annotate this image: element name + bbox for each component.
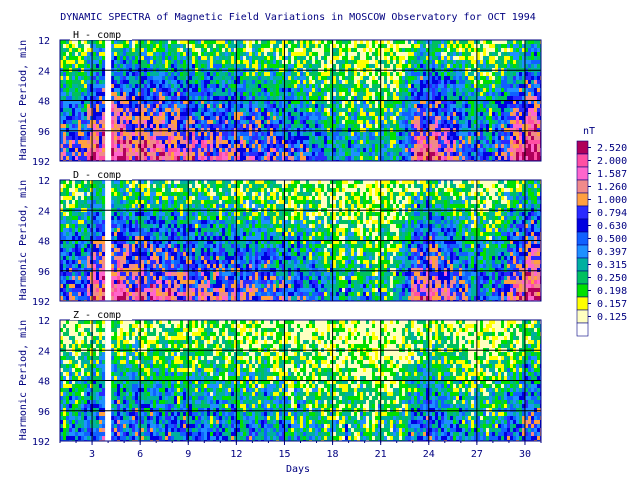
- y-axis-label-panel-h: Harmonic Period, min: [18, 40, 29, 160]
- y-tick-label: 48: [38, 97, 50, 108]
- colorbar-swatch: [576, 257, 589, 272]
- y-tick-label: 96: [38, 407, 50, 418]
- colorbar-label: 1.000: [597, 195, 627, 206]
- colorbar-swatch: [576, 205, 589, 220]
- panel-frame: [59, 39, 542, 162]
- chart-title: DYNAMIC SPECTRA of Magnetic Field Variat…: [60, 12, 536, 23]
- panel-frame: [59, 179, 542, 302]
- x-tick-label: 9: [185, 449, 191, 460]
- panel-label-bg: [70, 29, 132, 40]
- colorbar-label: 2.000: [597, 156, 627, 167]
- panel-label: D - comp: [73, 170, 121, 181]
- spectrum-cells: [60, 180, 541, 301]
- colorbar: nT 2.520 2.000 1.587 1.260 1.000 0.794 0.630 0.…: [576, 126, 627, 337]
- x-tick-label: 3: [89, 449, 95, 460]
- x-axis-label: Days: [286, 464, 310, 475]
- colorbar-label: 0.315: [597, 260, 627, 271]
- colorbar-swatch: [576, 231, 589, 246]
- x-tick-label: 27: [471, 449, 483, 460]
- colorbar-label: 0.794: [597, 208, 627, 219]
- y-axis-label-panel-d: Harmonic Period, min: [18, 180, 29, 300]
- y-tick-label: 96: [38, 127, 50, 138]
- y-axis-label-panel-z: Harmonic Period, min: [18, 320, 29, 440]
- x-axis: 3 6 9 12 15 18 21 24 27 30: [59, 441, 542, 460]
- x-tick-label: 21: [375, 449, 387, 460]
- x-tick-label: 12: [230, 449, 242, 460]
- colorbar-unit: nT: [583, 126, 595, 137]
- y-tick-label: 192: [32, 297, 50, 308]
- spectrum-cells: [60, 40, 541, 161]
- panel-z: 12 24 48 96 192 Z - comp: [32, 309, 542, 448]
- panel-h: 12 24 48 96 192 H - comp: [32, 29, 542, 168]
- panel-label: Z - comp: [73, 310, 121, 321]
- colorbar-swatch: [576, 270, 589, 285]
- y-tick-label: 48: [38, 237, 50, 248]
- y-tick-label: 12: [38, 36, 50, 47]
- y-tick-label: 12: [38, 176, 50, 187]
- colorbar-swatch: [576, 309, 589, 324]
- y-tick-label: 24: [38, 346, 50, 357]
- x-tick-label: 18: [327, 449, 339, 460]
- colorbar-label: 0.157: [597, 299, 627, 310]
- y-tick-label: 24: [38, 66, 50, 77]
- colorbar-swatch: [576, 153, 589, 168]
- colorbar-label: 0.630: [597, 221, 627, 232]
- y-tick-label: 192: [32, 437, 50, 448]
- panel-label: H - comp: [73, 30, 121, 41]
- x-tick-label: 6: [137, 449, 143, 460]
- y-tick-label: 192: [32, 157, 50, 168]
- colorbar-swatch: [576, 166, 589, 181]
- colorbar-label: 0.125: [597, 312, 627, 323]
- colorbar-label: 1.587: [597, 169, 627, 180]
- colorbar-label: 0.397: [597, 247, 627, 258]
- y-tick-label: 12: [38, 316, 50, 327]
- colorbar-swatch: [576, 140, 589, 155]
- colorbar-label: 0.500: [597, 234, 627, 245]
- y-tick-label: 96: [38, 267, 50, 278]
- spectrum-cells: [60, 320, 541, 441]
- colorbar-label: 1.260: [597, 182, 627, 193]
- colorbar-swatch: [576, 283, 589, 298]
- x-tick-label: 30: [519, 449, 531, 460]
- colorbar-label: 2.520: [597, 143, 627, 154]
- y-tick-label: 48: [38, 377, 50, 388]
- y-tick-label: 24: [38, 206, 50, 217]
- colorbar-swatch: [576, 296, 589, 311]
- panel-d: 12 24 48 96 192 D - comp: [32, 169, 542, 308]
- x-tick-label: 24: [423, 449, 435, 460]
- colorbar-swatch: [576, 244, 589, 259]
- colorbar-swatch: [576, 179, 589, 194]
- colorbar-swatch-empty: [576, 322, 589, 337]
- colorbar-swatch: [576, 218, 589, 233]
- colorbar-label: 0.250: [597, 273, 627, 284]
- colorbar-label: 0.198: [597, 286, 627, 297]
- colorbar-swatch: [576, 192, 589, 207]
- panel-label-bg: [70, 169, 132, 180]
- panel-label-bg: [70, 309, 132, 320]
- x-tick-label: 15: [278, 449, 290, 460]
